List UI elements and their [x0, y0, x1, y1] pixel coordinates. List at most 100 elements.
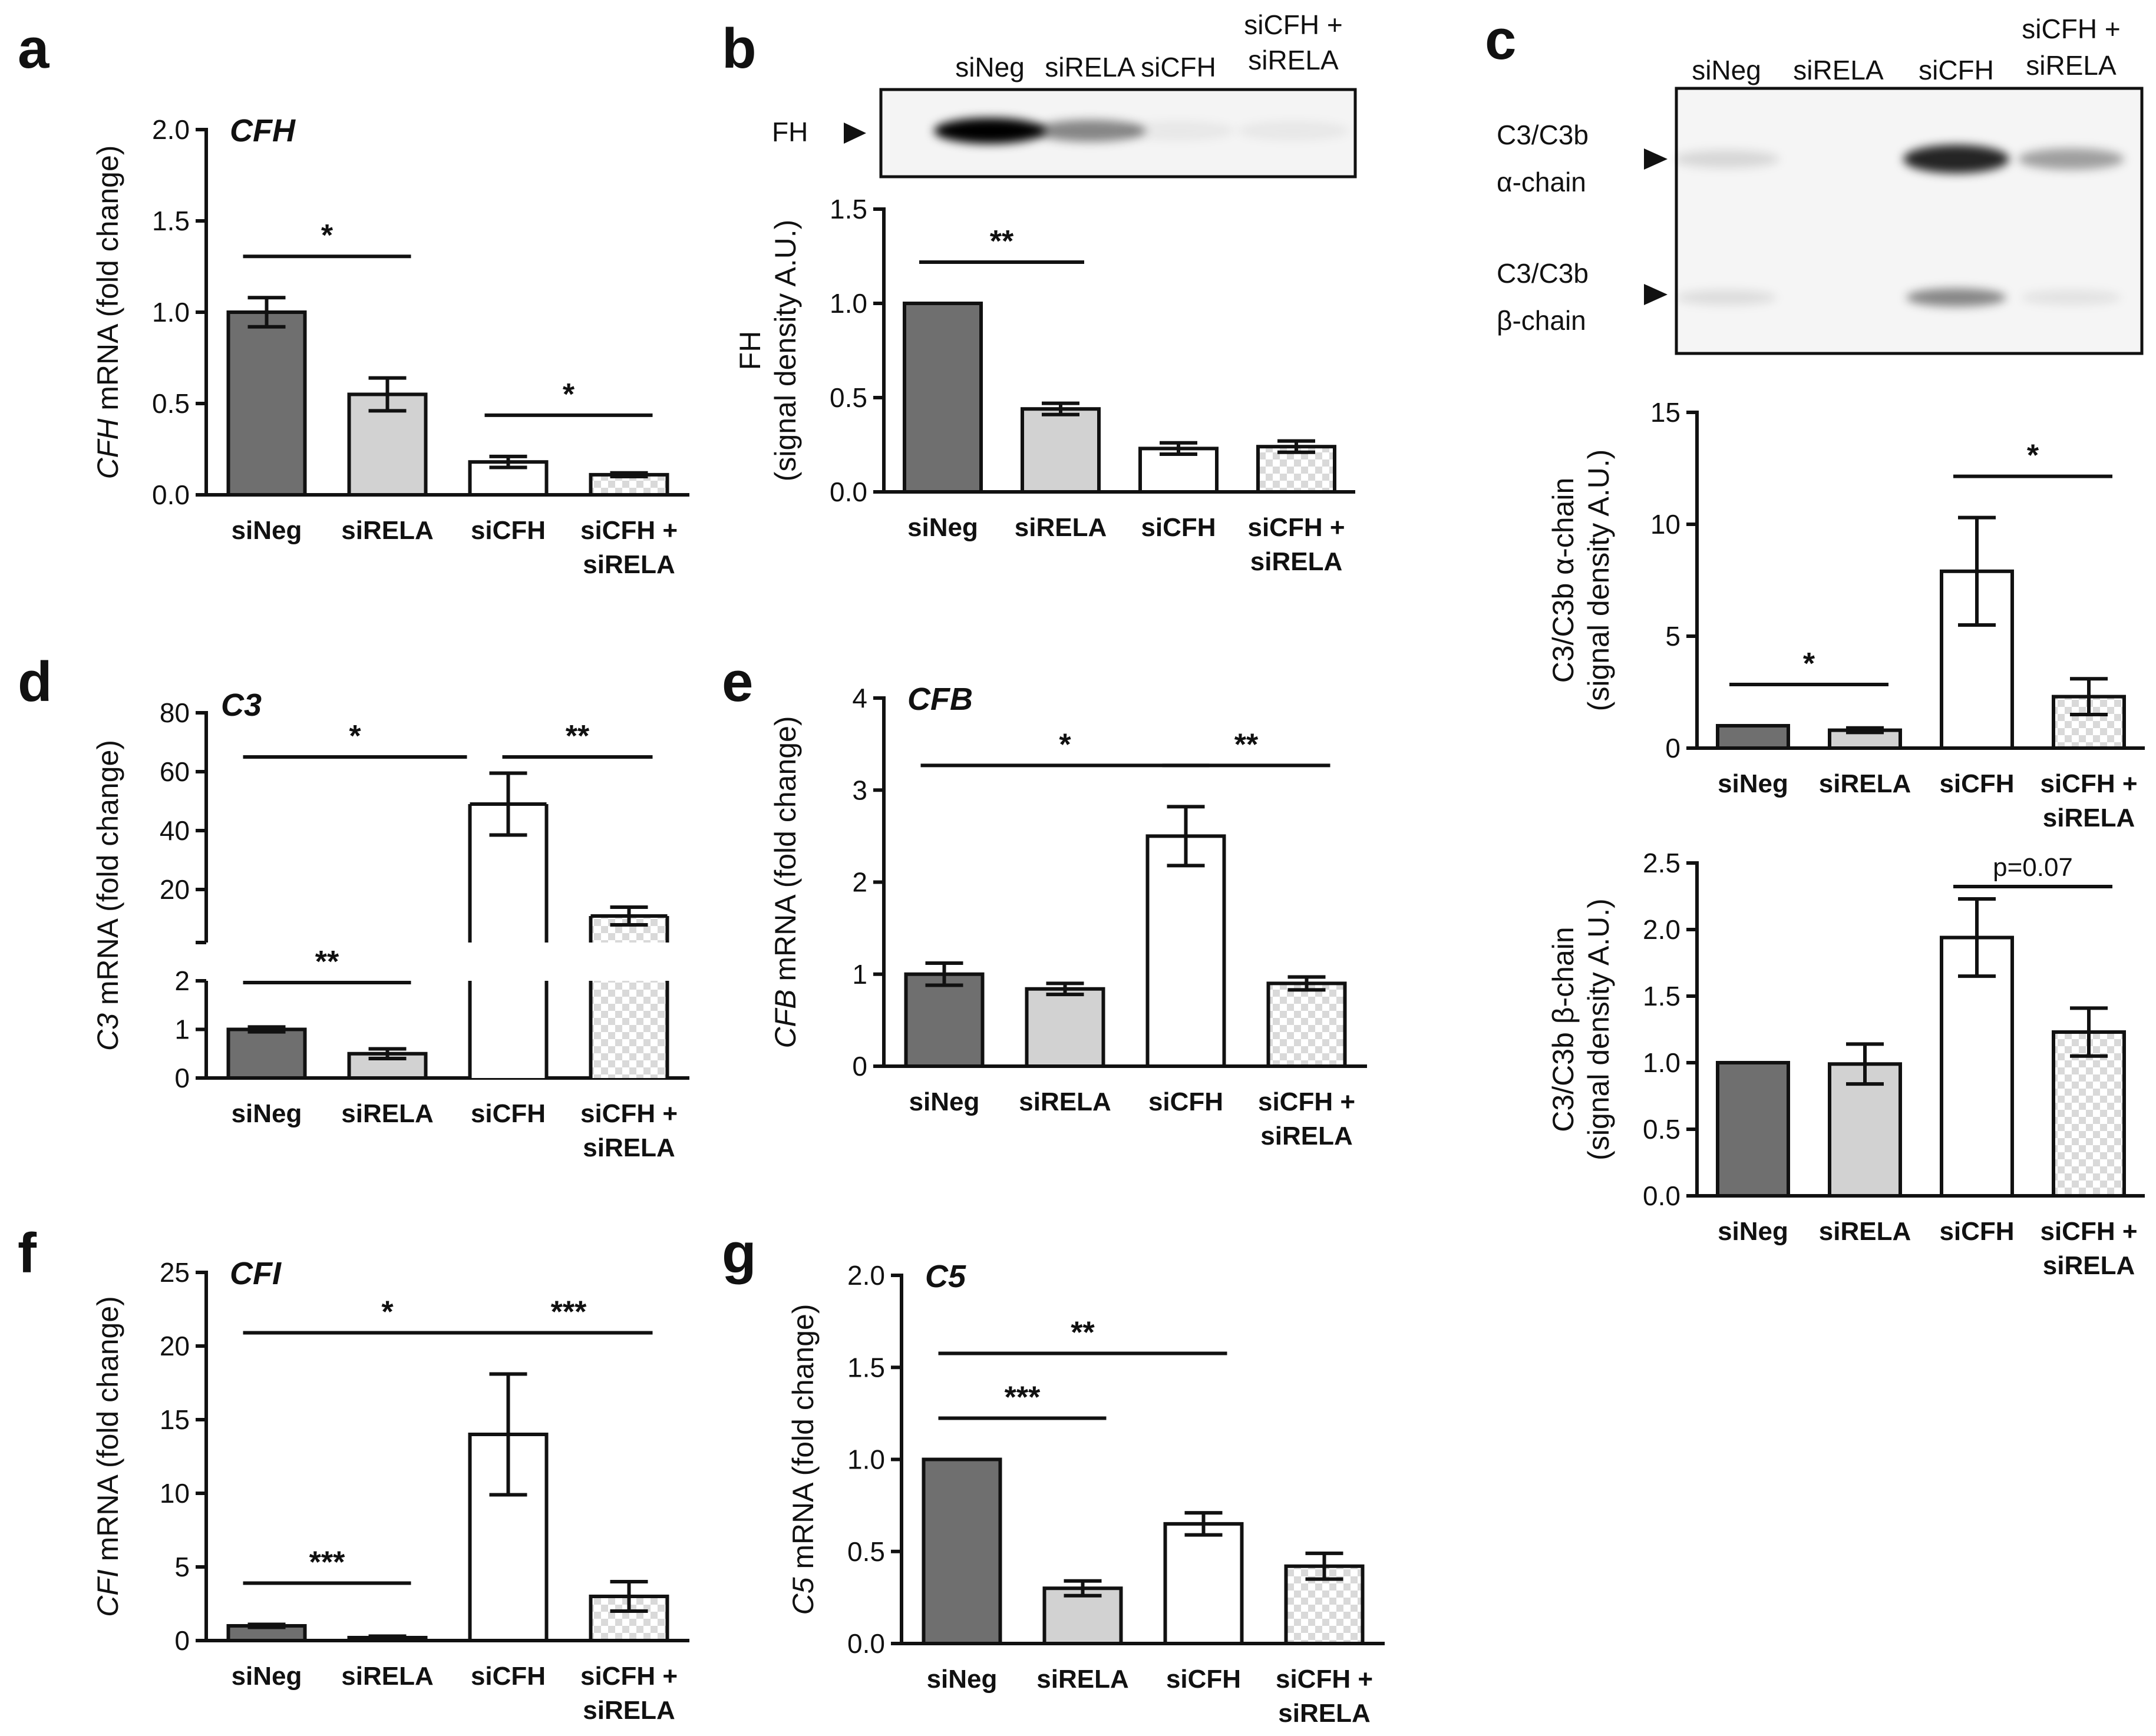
- category-label-sirela: siRELA: [1819, 1217, 1911, 1246]
- blot-band-label: β-chain: [1497, 305, 1586, 336]
- y-tick-label: 3: [852, 775, 867, 805]
- category-label-sirela: siRELA: [1819, 769, 1911, 798]
- y-axis-label: C5 mRNA (fold change): [787, 1304, 820, 1615]
- y-tick-label: 15: [1650, 397, 1680, 428]
- blot-lane-label: siNeg: [955, 52, 1025, 82]
- panel-label-d: d: [18, 650, 52, 713]
- category-label-sirela: siRELA: [1019, 1087, 1111, 1116]
- significance-0-2: *: [243, 1295, 532, 1335]
- significance-label: *: [1803, 647, 1815, 681]
- category-label-sicfh-sirela: siRELA: [2043, 1251, 2135, 1280]
- error-bar-sicfh: [1958, 897, 1996, 978]
- y-tick-label: 1: [174, 1014, 190, 1045]
- y-tick-label: 2.0: [847, 1260, 885, 1291]
- significance-0-1: **: [243, 945, 411, 984]
- error-bar-sirela: [1046, 981, 1084, 997]
- blot-band: [1034, 120, 1146, 142]
- y-tick-label: 0: [852, 1051, 867, 1082]
- category-label-sineg: siNeg: [909, 1087, 980, 1116]
- category-label-sirela: siRELA: [1036, 1665, 1128, 1694]
- bar-sicfh-sirela: [589, 914, 669, 1078]
- category-label-sineg: siNeg: [1718, 769, 1788, 798]
- blot-band-label: C3/C3b: [1497, 258, 1589, 289]
- category-label-sineg: siNeg: [232, 1099, 302, 1128]
- error-bar-sirela: [1846, 1042, 1884, 1086]
- error-bar-sicfh-sirela: [610, 471, 648, 478]
- significance-label: ***: [309, 1546, 345, 1580]
- error-bar-sicfh-sirela: [1287, 975, 1326, 992]
- significance-2-3: **: [502, 719, 653, 759]
- y-tick-label: 80: [160, 697, 190, 728]
- y-tick-label: 20: [160, 1331, 190, 1361]
- arrow-icon: [1644, 284, 1668, 305]
- blot-band-beta: [1906, 288, 2006, 307]
- y-tick-label: 5: [174, 1552, 190, 1582]
- bar-sirela: [1025, 987, 1105, 1068]
- significance-label: *: [381, 1295, 394, 1330]
- y-tick-label: 1: [852, 959, 867, 990]
- error-bar-sicfh: [1160, 441, 1197, 456]
- category-label-sicfh-sirela: siCFH +: [1258, 1087, 1355, 1116]
- bar-sirela: [347, 392, 428, 497]
- significance-0-2: *: [920, 728, 1210, 768]
- significance-label: *: [349, 719, 361, 753]
- chart-c5: 0.0 0.5 1.0 1.5 2.0 siNeg siRELA siCFH siCFH + si…: [787, 1259, 1385, 1728]
- significance-2-3: p=0.07: [1953, 853, 2112, 888]
- significance-label: **: [1234, 728, 1259, 762]
- significance-2-3: **: [1162, 728, 1330, 768]
- category-label-sicfh-sirela: siRELA: [583, 1133, 675, 1162]
- y-axis-label: CFH mRNA (fold change): [91, 146, 124, 480]
- blot-band-label: C3/C3b: [1497, 120, 1589, 150]
- category-label-sicfh-sirela: siRELA: [1260, 1122, 1352, 1150]
- category-label-sicfh-sirela: siCFH +: [1276, 1665, 1373, 1694]
- gene-title: C5: [925, 1259, 966, 1294]
- blot-lane-label: siNeg: [1692, 55, 1761, 85]
- y-tick-label: 1.5: [847, 1352, 885, 1383]
- error-bar-sirela: [1846, 726, 1884, 735]
- blot-band-beta: [2021, 290, 2121, 305]
- category-label-sirela: siRELA: [341, 1099, 433, 1128]
- error-bar-sineg: [247, 1622, 286, 1629]
- error-bar-sicfh-sirela: [2070, 1006, 2108, 1058]
- significance-2-3: *: [1953, 439, 2112, 478]
- blot-lane-label: siRELA: [2026, 50, 2117, 81]
- y-tick-label: 1.5: [830, 194, 867, 224]
- y-axis-label: CFI mRNA (fold change): [91, 1296, 124, 1617]
- y-tick-label: 1.0: [847, 1444, 885, 1475]
- blot-lane-label: siCFH +: [2022, 14, 2120, 44]
- error-bar-sirela: [368, 1047, 407, 1060]
- significance-0-1: ***: [938, 1381, 1107, 1420]
- error-bar-sirela: [368, 376, 407, 413]
- bar-sicfh: [1138, 447, 1219, 494]
- significance-label: **: [315, 945, 339, 979]
- bar-sicfh-sirela: [589, 472, 669, 497]
- category-label-sicfh-sirela: siCFH +: [580, 1099, 678, 1128]
- category-label-sicfh-sirela: siRELA: [1278, 1699, 1370, 1728]
- chart-fh-density: 0.0 0.5 1.0 1.5 siNeg siRELA siCFH siCFH + siREL…: [734, 194, 1355, 576]
- y-axis-label: CFB mRNA (fold change): [769, 716, 802, 1048]
- category-label-sirela: siRELA: [1015, 513, 1107, 542]
- y-tick-label: 0.5: [1643, 1114, 1680, 1145]
- y-tick-label: 2.0: [152, 114, 190, 145]
- significance-0-2: **: [938, 1316, 1227, 1355]
- y-tick-label: 1.0: [152, 297, 190, 328]
- bar-sicfh: [1163, 1522, 1244, 1645]
- blot-band: [1122, 121, 1234, 141]
- bar-sineg: [226, 1027, 307, 1080]
- bar-sirela: [1021, 407, 1101, 494]
- significance-0-2: *: [243, 719, 467, 759]
- error-bar-sirela: [368, 1634, 407, 1641]
- y-tick-label: 0.5: [152, 388, 190, 419]
- error-bar-sineg: [247, 296, 286, 329]
- gene-title: CFB: [907, 682, 973, 717]
- panel-label-a: a: [18, 17, 49, 80]
- y-axis-label-line2: (signal density A.U.): [1582, 898, 1615, 1160]
- category-label-sicfh-sirela: siRELA: [583, 550, 675, 579]
- y-tick-label: 1.0: [1643, 1047, 1680, 1078]
- blot-frame: [1675, 87, 2144, 355]
- y-tick-label: 40: [160, 815, 190, 846]
- y-tick-label: 20: [160, 874, 190, 905]
- significance-0-1: ***: [243, 1546, 411, 1585]
- category-label-sicfh-sirela: siRELA: [1250, 547, 1342, 576]
- blot-band: [934, 118, 1046, 144]
